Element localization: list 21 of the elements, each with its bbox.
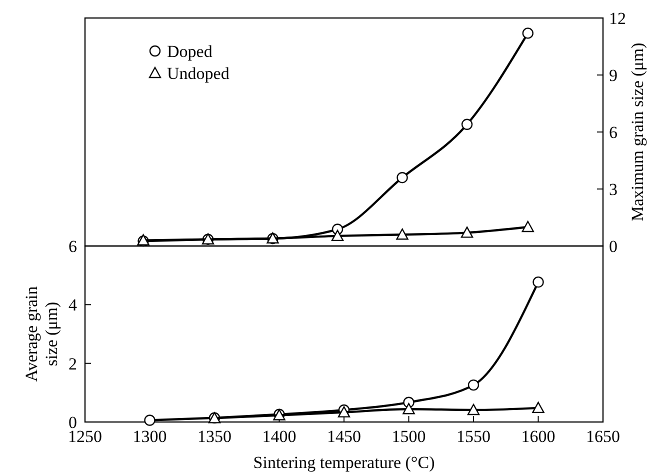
legend-label: Undoped: [167, 64, 230, 83]
x-tick-label: 1300: [132, 427, 167, 446]
x-tick-label: 1400: [262, 427, 296, 446]
y-axis-title: Average grain size (μm): [22, 286, 61, 382]
x-tick-label: 1550: [456, 427, 490, 446]
x-tick-label: 1650: [586, 427, 620, 446]
y2-tick-label: 12: [609, 9, 626, 28]
x-tick-label: 1600: [521, 427, 556, 446]
x-tick-label: 1500: [392, 427, 426, 446]
legend-label: Doped: [167, 42, 213, 61]
x-axis-title: Sintering temperature (°C): [253, 453, 435, 472]
y-tick-label: 2: [68, 354, 77, 374]
y2-tick-label: 3: [609, 180, 618, 199]
x-tick-label: 1450: [327, 427, 361, 446]
y2-axis-title: Maximum grain size (μm): [628, 42, 647, 222]
y2-tick-label: 9: [609, 66, 618, 85]
x-tick-label: 1350: [198, 427, 232, 446]
y-tick-label: 6: [68, 237, 77, 256]
y2-tick-label: 0: [609, 237, 618, 256]
y2-tick-label: 6: [609, 123, 618, 142]
y-tick-label: 4: [68, 296, 78, 315]
